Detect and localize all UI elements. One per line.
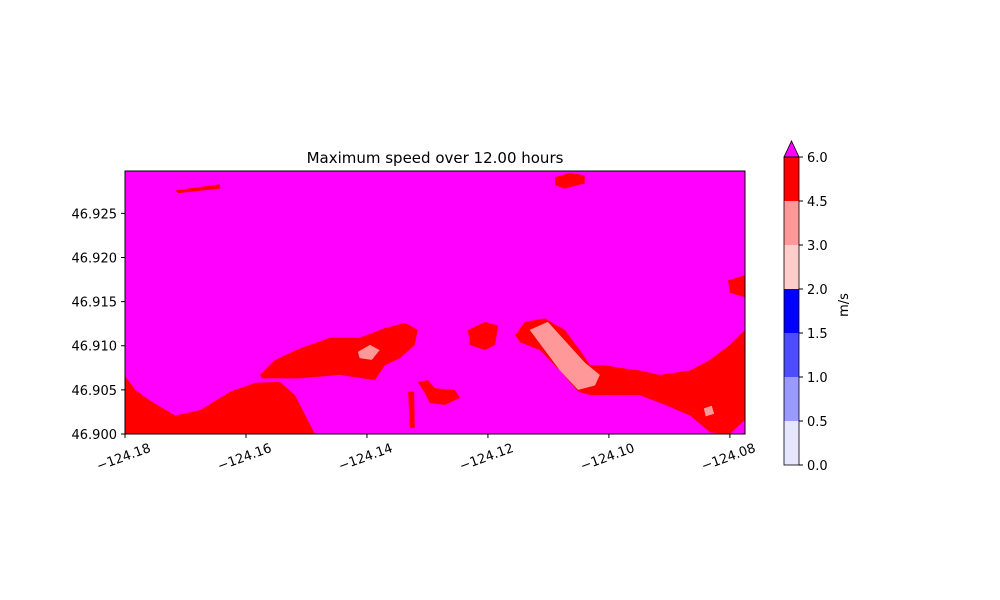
- colorbar-band: [784, 421, 799, 465]
- y-tick-label: 46.925: [72, 207, 118, 222]
- contour-region: [175, 184, 220, 194]
- colorbar-band: [784, 201, 799, 245]
- contour-region: [417, 380, 461, 405]
- plot-frame: [124, 170, 746, 435]
- colorbar-frame: [783, 156, 800, 466]
- y-tick-label: 46.915: [72, 296, 118, 311]
- colorbar-band: [784, 289, 799, 333]
- contour-region: [125, 375, 315, 434]
- contour-region: [467, 321, 499, 351]
- x-tick-label: −124.18: [95, 441, 153, 474]
- contour-region: [529, 321, 600, 390]
- contour-region: [408, 391, 415, 428]
- chart-title: Maximum speed over 12.00 hours: [307, 149, 564, 167]
- colorbar-tick-label: 6.0: [807, 151, 828, 166]
- colorbar-tick-label: 4.5: [807, 195, 828, 210]
- contour-region: [555, 172, 585, 189]
- y-tick-label: 46.905: [72, 384, 118, 399]
- colorbar-band: [784, 157, 799, 201]
- x-tick-label: −124.08: [700, 441, 758, 474]
- colorbar-band: [784, 245, 799, 289]
- colorbar-tick-label: 1.5: [807, 327, 828, 342]
- x-tick-label: −124.12: [458, 441, 516, 474]
- colorbar-tick-label: 3.0: [807, 239, 828, 254]
- y-tick-label: 46.900: [72, 428, 118, 443]
- colorbar-band: [784, 377, 799, 421]
- contour-region: [357, 344, 380, 360]
- colorbar-tick-label: 0.5: [807, 415, 828, 430]
- x-tick-label: −124.16: [216, 441, 274, 474]
- x-tick-label: −124.10: [579, 441, 637, 474]
- contour-region: [728, 275, 745, 298]
- colorbar-tick-label: 2.0: [807, 283, 828, 298]
- x-tick-label: −124.14: [337, 441, 395, 474]
- colorbar-band: [784, 333, 799, 377]
- colorbar-extend: [783, 140, 800, 158]
- contour-region: [259, 322, 418, 381]
- y-tick-label: 46.920: [72, 251, 118, 266]
- colorbar-label: m/s: [837, 293, 852, 317]
- contour-region: [703, 405, 715, 417]
- y-tick-label: 46.910: [72, 340, 118, 355]
- colorbar-tick-label: 1.0: [807, 371, 828, 386]
- colorbar-tick-label: 0.0: [807, 459, 828, 474]
- contour-region: [515, 318, 745, 434]
